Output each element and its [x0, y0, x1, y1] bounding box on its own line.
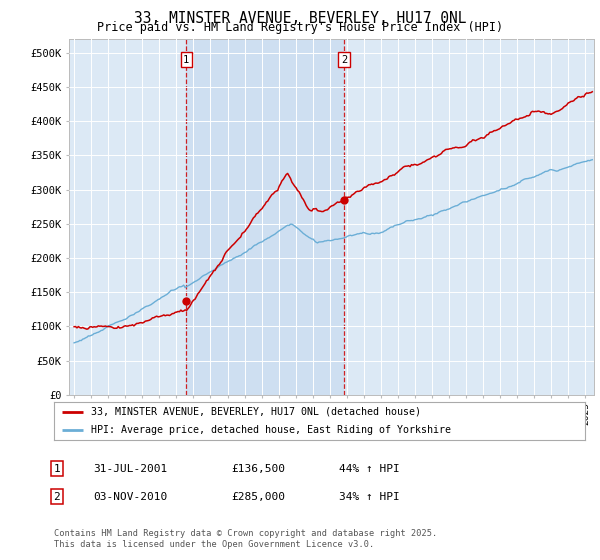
Text: 2: 2: [341, 55, 347, 65]
Text: 33, MINSTER AVENUE, BEVERLEY, HU17 0NL (detached house): 33, MINSTER AVENUE, BEVERLEY, HU17 0NL (…: [91, 407, 421, 417]
Text: £136,500: £136,500: [231, 464, 285, 474]
Bar: [186, 39, 344, 395]
Text: Contains HM Land Registry data © Crown copyright and database right 2025.
This d: Contains HM Land Registry data © Crown c…: [54, 529, 437, 549]
Text: £285,000: £285,000: [231, 492, 285, 502]
Text: 1: 1: [53, 464, 61, 474]
Text: 1: 1: [183, 55, 190, 65]
Text: 44% ↑ HPI: 44% ↑ HPI: [339, 464, 400, 474]
Text: 2: 2: [53, 492, 61, 502]
Text: 34% ↑ HPI: 34% ↑ HPI: [339, 492, 400, 502]
Text: HPI: Average price, detached house, East Riding of Yorkshire: HPI: Average price, detached house, East…: [91, 425, 451, 435]
Text: 31-JUL-2001: 31-JUL-2001: [93, 464, 167, 474]
Text: 33, MINSTER AVENUE, BEVERLEY, HU17 0NL: 33, MINSTER AVENUE, BEVERLEY, HU17 0NL: [134, 11, 466, 26]
Text: Price paid vs. HM Land Registry's House Price Index (HPI): Price paid vs. HM Land Registry's House …: [97, 21, 503, 34]
Text: 03-NOV-2010: 03-NOV-2010: [93, 492, 167, 502]
